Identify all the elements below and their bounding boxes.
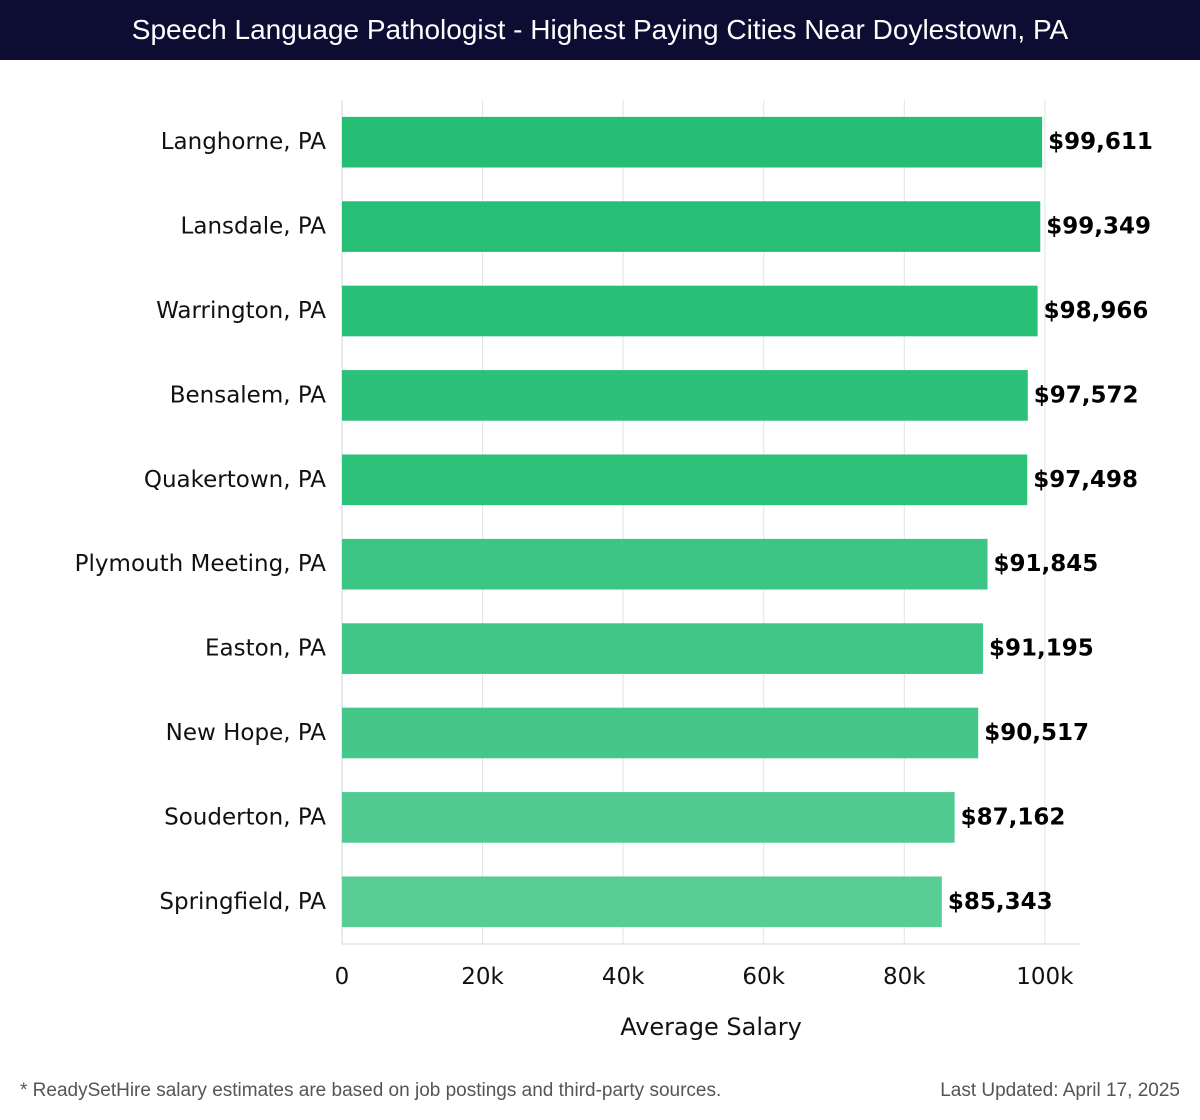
bar [342,370,1028,421]
bar-value-label: $85,343 [948,889,1053,915]
bar [342,116,1043,168]
chart-title: Speech Language Pathologist - Highest Pa… [0,0,1200,60]
bar-value-label: $87,162 [961,804,1066,830]
bar [342,201,1041,252]
bar [342,792,955,843]
bar [342,285,1038,337]
bar [342,876,942,928]
last-updated: Last Updated: April 17, 2025 [940,1080,1180,1101]
x-tick-label: 80k [883,964,926,990]
category-label: New Hope, PA [166,720,327,746]
category-label: Quakertown, PA [144,467,326,493]
category-label: Bensalem, PA [170,382,327,408]
x-tick-label: 20k [461,964,504,990]
bar [342,454,1028,506]
x-tick-label: 100k [1016,964,1074,990]
category-label: Easton, PA [205,636,326,662]
x-tick-label: 0 [335,964,350,990]
category-label: Springfield, PA [159,889,326,915]
footnote: * ReadySetHire salary estimates are base… [20,1080,722,1101]
bar-value-label: $99,611 [1048,129,1153,155]
bar-value-label: $91,195 [989,636,1094,662]
category-label: Langhorne, PA [161,129,327,155]
category-label: Lansdale, PA [181,214,327,240]
bar-chart: $99,611 $99,349 $98,966 $97,572 $97,498 $91,8… [75,100,1153,1041]
bar-value-label: $91,845 [994,551,1099,577]
category-label: Souderton, PA [164,804,326,830]
bars: $99,611 $99,349 $98,966 $97,572 $97,498 $91,8… [342,116,1153,928]
bar-value-label: $90,517 [984,720,1089,746]
bar [342,707,979,759]
x-tick-label: 60k [742,964,785,990]
y-axis-labels: Langhorne, PA Lansdale, PA Warrington, PA B… [75,129,327,915]
x-tick-label: 40k [602,964,645,990]
x-axis-ticks: 0 20k 40k 60k 80k 100k [335,964,1074,990]
bar-value-label: $99,349 [1046,214,1151,240]
chart-title-text: Speech Language Pathologist - Highest Pa… [131,14,1069,45]
bar-value-label: $98,966 [1044,298,1149,324]
bar [342,538,988,590]
category-label: Warrington, PA [156,298,326,324]
bar-value-label: $97,572 [1034,382,1139,408]
bar-value-label: $97,498 [1033,467,1138,493]
x-axis-title: Average Salary [620,1013,802,1041]
bar [342,623,983,674]
category-label: Plymouth Meeting, PA [75,551,327,577]
